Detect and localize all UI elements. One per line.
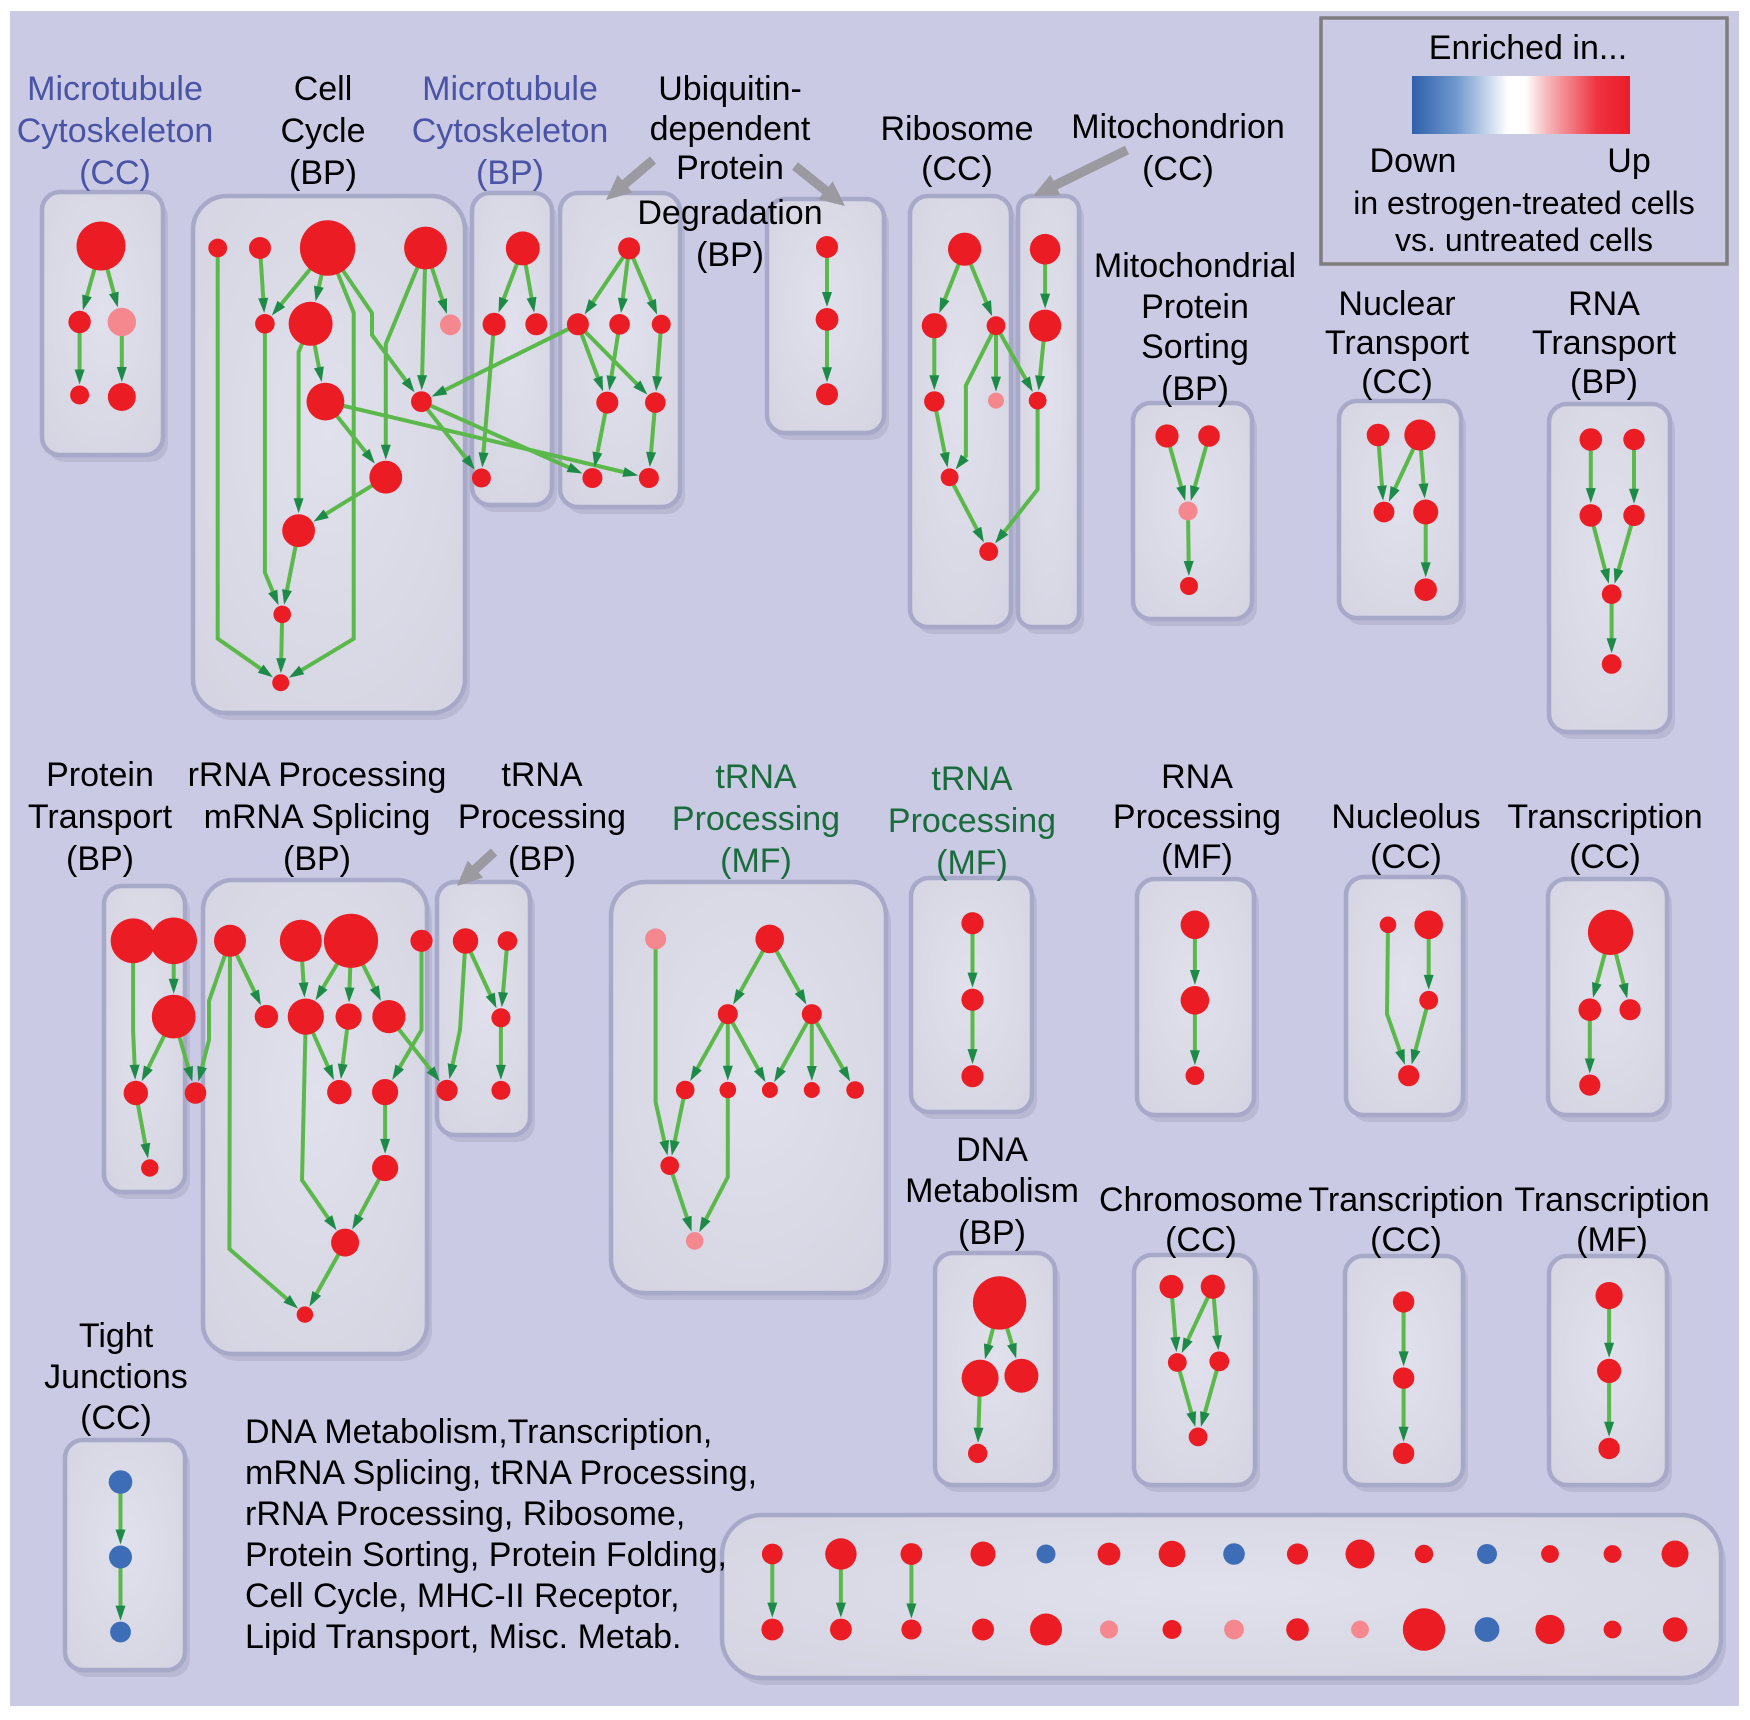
svg-text:(CC): (CC) — [1370, 838, 1442, 876]
svg-text:(MF): (MF) — [720, 842, 792, 880]
svg-text:Processing: Processing — [888, 802, 1056, 840]
svg-text:Lipid Transport, Misc. Metab.: Lipid Transport, Misc. Metab. — [245, 1618, 682, 1656]
svg-text:Protein: Protein — [676, 149, 784, 187]
svg-text:dependent: dependent — [650, 110, 811, 148]
svg-text:Ribosome: Ribosome — [880, 110, 1033, 148]
svg-text:Transport: Transport — [1325, 324, 1470, 362]
svg-text:mRNA Splicing: mRNA Splicing — [204, 798, 431, 836]
svg-text:Ubiquitin-: Ubiquitin- — [658, 70, 802, 108]
svg-text:Processing: Processing — [458, 798, 626, 836]
svg-text:Transport: Transport — [28, 798, 173, 836]
svg-text:Protein Sorting, Protein Foldi: Protein Sorting, Protein Folding, — [245, 1536, 727, 1574]
svg-text:RNA: RNA — [1161, 758, 1233, 796]
svg-text:(BP): (BP) — [289, 154, 357, 192]
svg-text:(CC): (CC) — [1142, 150, 1214, 188]
svg-text:Chromosome: Chromosome — [1099, 1181, 1303, 1219]
svg-text:Microtubule: Microtubule — [27, 70, 203, 108]
svg-text:Junctions: Junctions — [44, 1358, 188, 1396]
svg-text:(BP): (BP) — [476, 154, 544, 192]
svg-text:rRNA Processing: rRNA Processing — [188, 756, 447, 794]
svg-text:(BP): (BP) — [66, 840, 134, 878]
svg-text:Nuclear: Nuclear — [1338, 285, 1455, 323]
svg-text:(BP): (BP) — [283, 840, 351, 878]
svg-text:(BP): (BP) — [508, 840, 576, 878]
svg-text:(CC): (CC) — [1165, 1221, 1237, 1259]
svg-text:(MF): (MF) — [1161, 838, 1233, 876]
svg-text:Transcription: Transcription — [1308, 1181, 1503, 1219]
svg-text:Up: Up — [1607, 142, 1650, 180]
svg-text:Microtubule: Microtubule — [422, 70, 598, 108]
svg-text:(BP): (BP) — [1570, 363, 1638, 401]
svg-text:(CC): (CC) — [79, 154, 151, 192]
svg-text:Protein: Protein — [1141, 288, 1249, 326]
svg-text:Cell Cycle, MHC-II Receptor,: Cell Cycle, MHC-II Receptor, — [245, 1577, 680, 1615]
svg-text:(BP): (BP) — [696, 236, 764, 274]
svg-text:DNA: DNA — [956, 1131, 1028, 1169]
svg-text:Processing: Processing — [1113, 798, 1281, 836]
svg-text:in estrogen-treated cells: in estrogen-treated cells — [1353, 185, 1695, 221]
svg-text:vs. untreated cells: vs. untreated cells — [1395, 222, 1653, 258]
svg-text:(BP): (BP) — [958, 1214, 1026, 1252]
svg-text:Degradation: Degradation — [637, 194, 822, 232]
svg-text:tRNA: tRNA — [931, 760, 1013, 798]
svg-text:(CC): (CC) — [1361, 363, 1433, 401]
svg-text:tRNA: tRNA — [715, 758, 797, 796]
svg-text:RNA: RNA — [1568, 285, 1640, 323]
svg-text:Mitochondrion: Mitochondrion — [1071, 108, 1285, 146]
svg-text:(MF): (MF) — [1576, 1221, 1648, 1259]
svg-text:Processing: Processing — [672, 800, 840, 838]
svg-text:(MF): (MF) — [936, 844, 1008, 882]
svg-text:rRNA Processing, Ribosome,: rRNA Processing, Ribosome, — [245, 1495, 685, 1533]
svg-text:DNA Metabolism,Transcription,: DNA Metabolism,Transcription, — [245, 1413, 712, 1451]
svg-text:Transcription: Transcription — [1514, 1181, 1709, 1219]
svg-text:Down: Down — [1370, 142, 1457, 180]
svg-text:Enriched in...: Enriched in... — [1429, 29, 1627, 67]
svg-text:Transport: Transport — [1532, 324, 1677, 362]
svg-text:Tight: Tight — [79, 1317, 154, 1355]
svg-text:Cytoskeleton: Cytoskeleton — [17, 112, 214, 150]
svg-text:Cell: Cell — [294, 70, 353, 108]
svg-text:Cycle: Cycle — [280, 112, 365, 150]
svg-text:(CC): (CC) — [1370, 1221, 1442, 1259]
svg-text:(CC): (CC) — [80, 1399, 152, 1437]
svg-text:mRNA Splicing, tRNA Processing: mRNA Splicing, tRNA Processing, — [245, 1454, 757, 1492]
svg-text:(CC): (CC) — [1569, 838, 1641, 876]
svg-text:(CC): (CC) — [921, 150, 993, 188]
svg-text:Transcription: Transcription — [1507, 798, 1702, 836]
svg-text:Nucleolus: Nucleolus — [1331, 798, 1480, 836]
svg-text:Mitochondrial: Mitochondrial — [1094, 247, 1296, 285]
svg-text:Metabolism: Metabolism — [905, 1172, 1079, 1210]
svg-text:(BP): (BP) — [1161, 370, 1229, 408]
svg-text:Sorting: Sorting — [1141, 328, 1249, 366]
svg-text:tRNA: tRNA — [501, 756, 583, 794]
svg-text:Protein: Protein — [46, 756, 154, 794]
svg-text:Cytoskeleton: Cytoskeleton — [412, 112, 609, 150]
